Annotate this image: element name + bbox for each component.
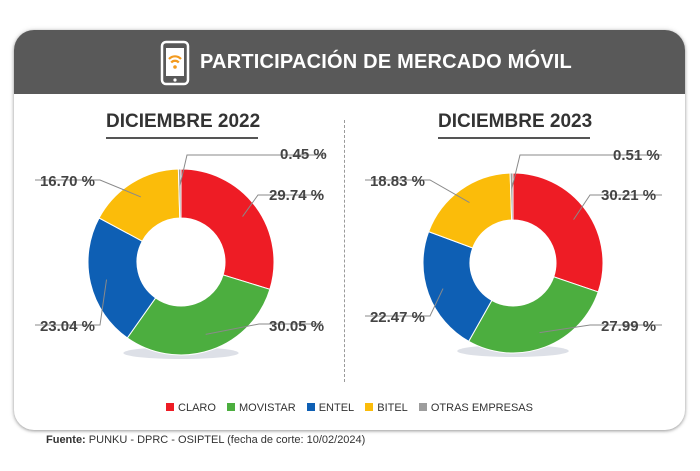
legend-label: ENTEL xyxy=(318,402,355,414)
legend-item-movistar: MOVISTAR xyxy=(227,402,296,414)
legend: CLARO MOVISTAR ENTEL BITEL OTRAS EMPRESA… xyxy=(14,402,685,414)
legend-swatch xyxy=(418,403,427,411)
legend-swatch xyxy=(227,403,235,411)
source-note: Fuente: PUNKU - DPRC - OSIPTEL (fecha de… xyxy=(46,434,365,446)
data-label-movistar: 27.99 % xyxy=(601,318,656,335)
donut-slice-claro xyxy=(512,172,604,293)
donut-slice-entel xyxy=(422,231,493,343)
donut-slice-bitel xyxy=(427,172,513,249)
chart-title-2023: DICIEMBRE 2023 xyxy=(438,111,592,139)
legend-item-otras: OTRAS EMPRESAS xyxy=(418,402,533,414)
leader-line xyxy=(365,288,444,317)
data-label-bitel: 18.83 % xyxy=(370,173,425,190)
chart-title-2022: DICIEMBRE 2022 xyxy=(106,111,260,139)
data-label-entel: 23.04 % xyxy=(40,318,95,335)
leader-line xyxy=(573,194,662,220)
leader-line xyxy=(539,324,662,334)
charts-divider xyxy=(344,120,345,382)
donut-slice-claro xyxy=(180,168,275,290)
leader-line xyxy=(35,179,142,198)
data-label-entel: 22.47 % xyxy=(370,309,425,326)
legend-item-claro: CLARO xyxy=(166,402,216,414)
data-label-movistar: 30.05 % xyxy=(269,318,324,335)
legend-swatch xyxy=(365,403,374,411)
leader-line xyxy=(205,323,323,335)
legend-item-entel: ENTEL xyxy=(306,402,355,414)
legend-label: MOVISTAR xyxy=(239,402,296,414)
legend-swatch xyxy=(166,403,175,411)
data-label-otras: 0.45 % xyxy=(280,146,327,163)
legend-label: OTRAS EMPRESAS xyxy=(430,402,533,414)
donut-slice-movistar xyxy=(126,274,271,356)
data-label-claro: 29.74 % xyxy=(269,187,324,204)
smartphone-wifi-icon xyxy=(160,40,190,86)
header-bar: PARTICIPACIÓN DE MERCADO MÓVIL xyxy=(14,30,685,94)
data-label-claro: 30.21 % xyxy=(601,187,656,204)
source-label: Fuente: xyxy=(46,434,86,446)
leader-line xyxy=(365,179,470,203)
data-label-otras: 0.51 % xyxy=(613,147,660,164)
page-title: PARTICIPACIÓN DE MERCADO MÓVIL xyxy=(200,51,572,73)
leader-line xyxy=(511,154,662,189)
legend-swatch xyxy=(306,403,315,411)
donut-slice-entel xyxy=(87,217,157,339)
legend-item-bitel: BITEL xyxy=(365,402,408,414)
donut-slice-otras xyxy=(177,168,182,219)
data-label-bitel: 16.70 % xyxy=(40,173,95,190)
leader-line xyxy=(242,194,323,217)
source-text: PUNKU - DPRC - OSIPTEL (fecha de corte: … xyxy=(85,434,366,446)
legend-label: BITEL xyxy=(377,402,408,414)
legend-label: CLARO xyxy=(178,402,216,414)
donut-slice-movistar xyxy=(468,276,599,354)
leader-line xyxy=(35,279,108,326)
leader-line xyxy=(179,154,325,186)
